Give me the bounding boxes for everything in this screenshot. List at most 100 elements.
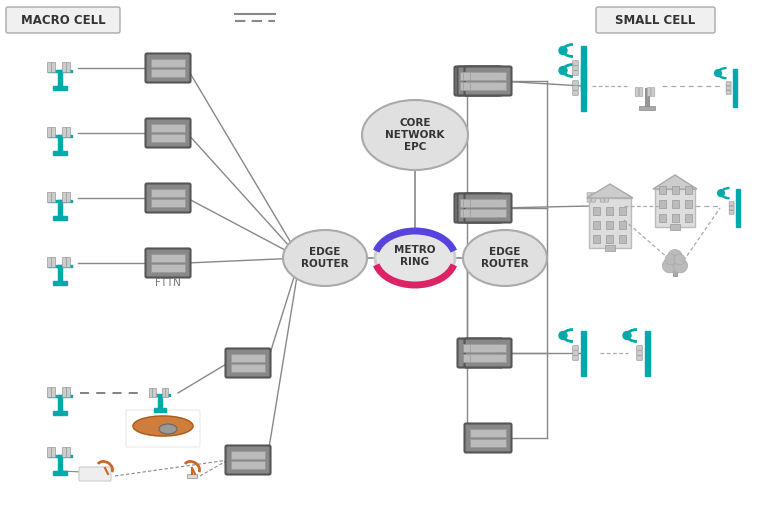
Circle shape	[559, 332, 567, 339]
Circle shape	[623, 332, 631, 339]
FancyBboxPatch shape	[573, 85, 578, 90]
FancyBboxPatch shape	[573, 91, 578, 95]
Text: EDGE
ROUTER: EDGE ROUTER	[481, 247, 529, 269]
FancyBboxPatch shape	[66, 447, 70, 457]
FancyBboxPatch shape	[53, 216, 67, 220]
FancyBboxPatch shape	[604, 193, 608, 202]
FancyBboxPatch shape	[464, 66, 511, 95]
FancyBboxPatch shape	[6, 7, 120, 33]
FancyBboxPatch shape	[729, 210, 734, 214]
FancyBboxPatch shape	[573, 356, 578, 361]
FancyBboxPatch shape	[591, 193, 595, 202]
FancyBboxPatch shape	[593, 235, 600, 243]
FancyBboxPatch shape	[126, 410, 200, 447]
FancyBboxPatch shape	[62, 192, 66, 203]
FancyBboxPatch shape	[573, 61, 578, 65]
FancyBboxPatch shape	[231, 364, 265, 372]
FancyBboxPatch shape	[672, 214, 679, 222]
FancyBboxPatch shape	[457, 66, 503, 95]
FancyBboxPatch shape	[53, 471, 67, 475]
FancyBboxPatch shape	[659, 186, 666, 194]
Circle shape	[718, 190, 725, 196]
FancyBboxPatch shape	[659, 200, 666, 208]
FancyBboxPatch shape	[463, 209, 497, 217]
Text: EDGE
ROUTER: EDGE ROUTER	[301, 247, 348, 269]
FancyBboxPatch shape	[672, 200, 679, 208]
FancyBboxPatch shape	[225, 445, 271, 474]
FancyBboxPatch shape	[470, 354, 506, 362]
FancyBboxPatch shape	[51, 257, 55, 267]
FancyBboxPatch shape	[596, 7, 715, 33]
FancyBboxPatch shape	[587, 193, 591, 202]
FancyBboxPatch shape	[454, 66, 500, 95]
FancyBboxPatch shape	[463, 199, 497, 207]
Text: METRO
RING: METRO RING	[394, 245, 436, 267]
FancyBboxPatch shape	[151, 69, 185, 77]
FancyBboxPatch shape	[151, 134, 185, 142]
FancyBboxPatch shape	[589, 198, 631, 248]
FancyBboxPatch shape	[58, 265, 62, 281]
FancyBboxPatch shape	[729, 206, 734, 210]
FancyBboxPatch shape	[655, 189, 695, 227]
FancyBboxPatch shape	[158, 395, 162, 408]
FancyBboxPatch shape	[62, 257, 66, 267]
FancyBboxPatch shape	[146, 53, 190, 82]
FancyBboxPatch shape	[100, 474, 110, 478]
FancyBboxPatch shape	[639, 106, 655, 110]
FancyBboxPatch shape	[146, 119, 190, 148]
FancyBboxPatch shape	[154, 408, 166, 412]
FancyBboxPatch shape	[619, 207, 626, 215]
Circle shape	[715, 70, 722, 77]
FancyBboxPatch shape	[581, 330, 585, 376]
FancyBboxPatch shape	[736, 189, 740, 227]
FancyBboxPatch shape	[470, 199, 506, 207]
FancyBboxPatch shape	[48, 265, 72, 267]
FancyBboxPatch shape	[151, 254, 185, 262]
Polygon shape	[587, 184, 633, 198]
Circle shape	[559, 66, 567, 75]
Circle shape	[673, 258, 688, 273]
FancyBboxPatch shape	[53, 411, 67, 415]
FancyBboxPatch shape	[231, 451, 265, 459]
Text: MACRO CELL: MACRO CELL	[21, 13, 106, 26]
FancyBboxPatch shape	[62, 387, 66, 397]
Ellipse shape	[159, 424, 177, 434]
Ellipse shape	[375, 231, 455, 285]
FancyBboxPatch shape	[463, 344, 497, 352]
FancyBboxPatch shape	[726, 90, 731, 94]
FancyBboxPatch shape	[672, 186, 679, 194]
FancyBboxPatch shape	[460, 72, 494, 80]
FancyBboxPatch shape	[149, 387, 152, 397]
FancyBboxPatch shape	[225, 349, 271, 378]
FancyBboxPatch shape	[231, 461, 265, 469]
FancyBboxPatch shape	[48, 199, 72, 202]
Text: SMALL CELL: SMALL CELL	[615, 13, 695, 26]
FancyBboxPatch shape	[605, 245, 615, 251]
FancyBboxPatch shape	[470, 82, 506, 90]
FancyBboxPatch shape	[151, 199, 185, 207]
Circle shape	[674, 254, 685, 265]
FancyBboxPatch shape	[637, 356, 642, 361]
FancyBboxPatch shape	[470, 209, 506, 217]
FancyBboxPatch shape	[645, 88, 649, 108]
Circle shape	[665, 253, 685, 273]
Circle shape	[662, 258, 677, 273]
FancyBboxPatch shape	[685, 200, 692, 208]
FancyBboxPatch shape	[62, 127, 66, 137]
FancyBboxPatch shape	[619, 235, 626, 243]
FancyBboxPatch shape	[150, 394, 170, 396]
FancyBboxPatch shape	[51, 192, 55, 203]
FancyBboxPatch shape	[637, 351, 642, 355]
FancyBboxPatch shape	[651, 88, 655, 96]
FancyBboxPatch shape	[66, 387, 70, 397]
FancyBboxPatch shape	[79, 467, 111, 481]
FancyBboxPatch shape	[51, 62, 55, 73]
FancyBboxPatch shape	[573, 351, 578, 355]
FancyBboxPatch shape	[58, 395, 62, 411]
Text: FTTN: FTTN	[155, 278, 181, 288]
FancyBboxPatch shape	[62, 62, 66, 73]
FancyBboxPatch shape	[606, 235, 613, 243]
FancyBboxPatch shape	[48, 454, 72, 457]
FancyBboxPatch shape	[726, 86, 731, 90]
FancyBboxPatch shape	[637, 346, 642, 350]
